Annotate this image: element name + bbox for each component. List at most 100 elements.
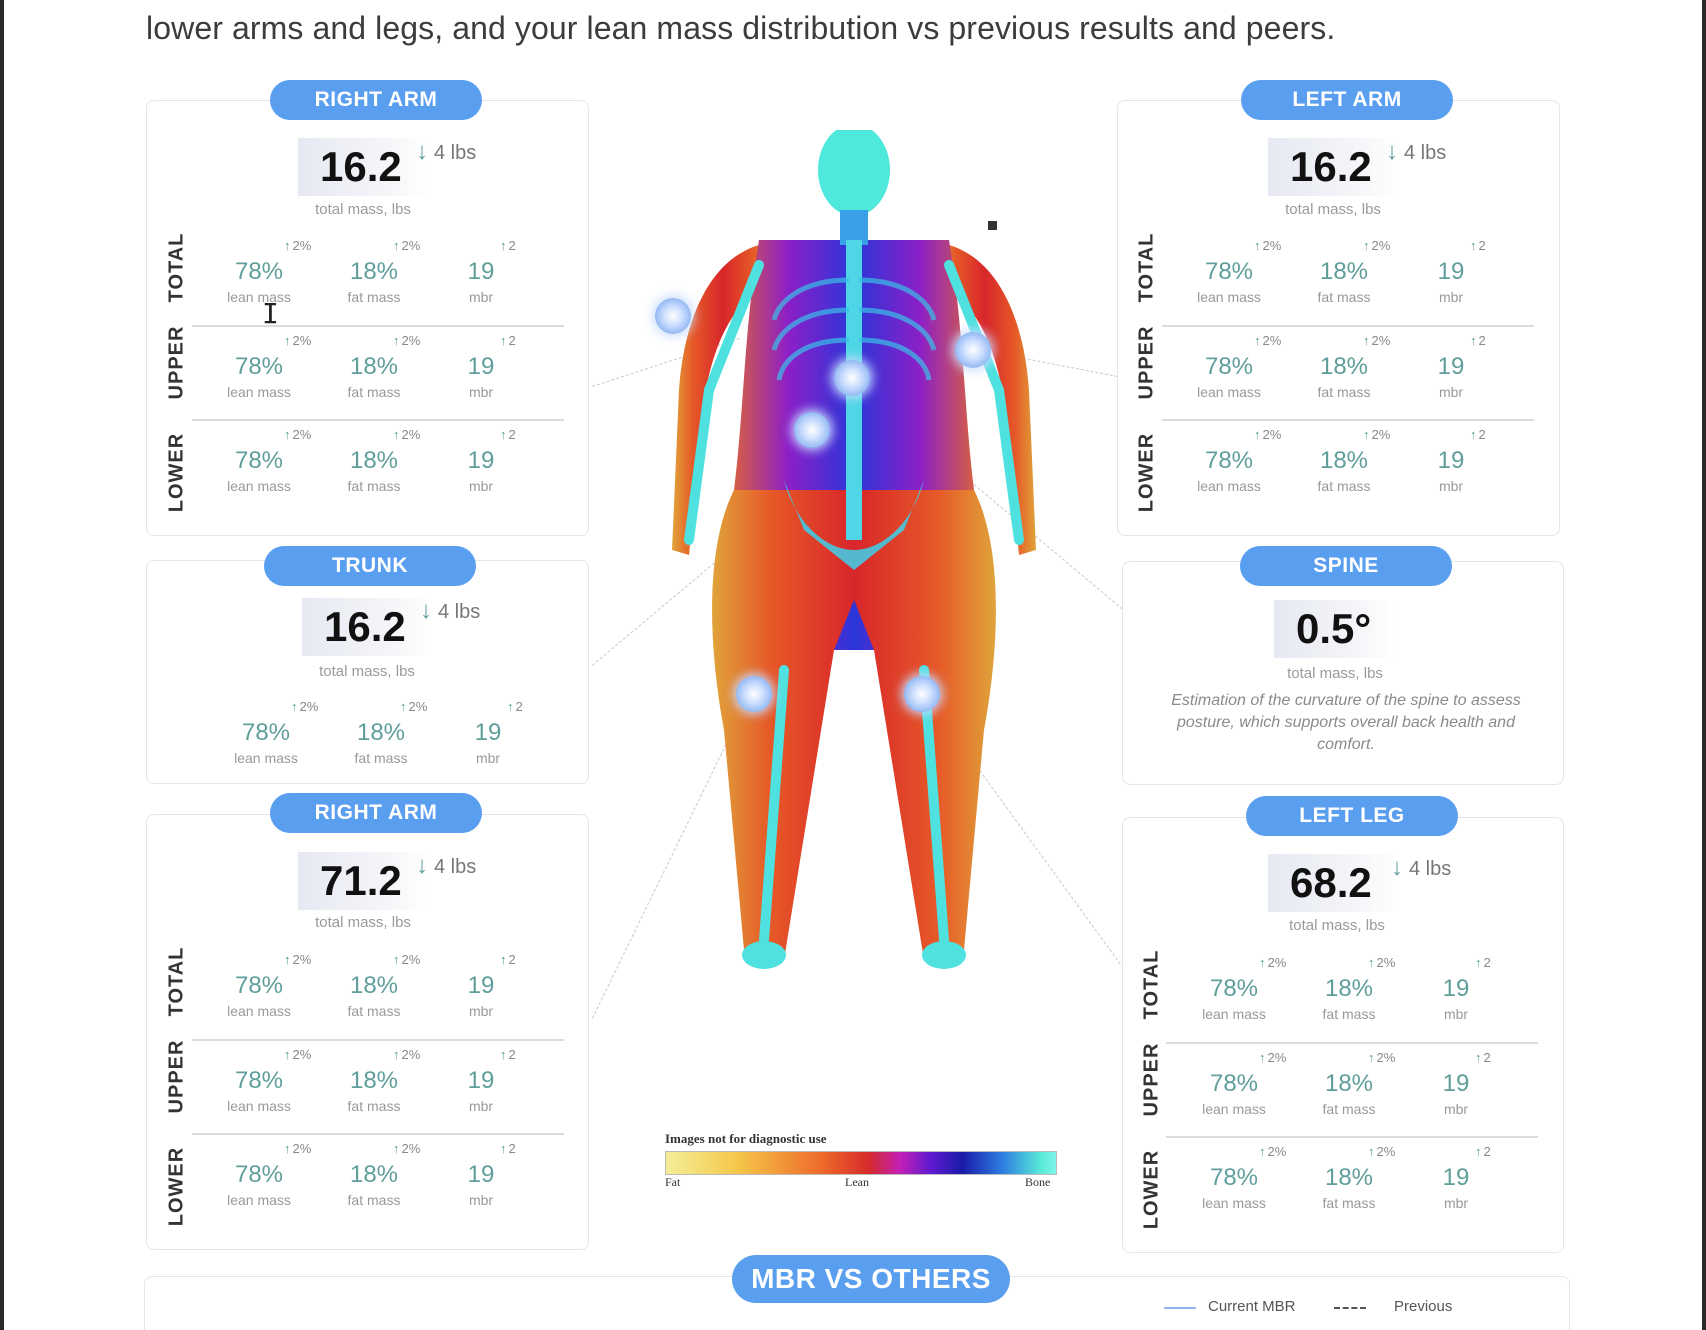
- metric-fat-mass: ↑ 2% 18% fat mass: [354, 699, 428, 766]
- section-label-total: TOTAL: [165, 232, 188, 303]
- legend-current-label: Current MBR: [1208, 1298, 1296, 1315]
- total-mass-value: 16.2: [1268, 138, 1398, 196]
- metric-fat-mass: ↑ 2% 18% fat mass: [347, 238, 421, 305]
- metric-lean-mass: ↑ 2% 78% lean mass: [227, 427, 312, 494]
- row-divider: [192, 1133, 564, 1135]
- mass-caption: total mass, lbs: [1285, 201, 1381, 218]
- body-scan-image: [672, 130, 1036, 969]
- metric-lean-mass: ↑ 2% 78% lean mass: [1202, 955, 1287, 1022]
- row-divider: [192, 1039, 564, 1041]
- metric-mbr: ↑ 2 19 mbr: [467, 238, 516, 305]
- row-divider: [192, 419, 564, 421]
- metric-mbr: ↑ 2 19 mbr: [1437, 427, 1486, 494]
- metric-mbr: ↑ 2 19 mbr: [467, 333, 516, 400]
- marker-trunk[interactable]: [794, 412, 830, 448]
- metric-fat-mass: ↑ 2% 18% fat mass: [347, 952, 421, 1019]
- scan-legend-bar: [665, 1151, 1057, 1175]
- row-divider: [1162, 419, 1534, 421]
- scan-legend-caption: Images not for diagnostic use: [665, 1131, 827, 1146]
- card-trunk: [146, 560, 589, 784]
- spine-description: Estimation of the curvature of the spine…: [1171, 692, 1521, 753]
- section-label-total: TOTAL: [1135, 232, 1158, 303]
- section-label-upper: UPPER: [1140, 1042, 1163, 1117]
- scan-legend-bone: Bone: [1025, 1175, 1051, 1189]
- metric-fat-mass: ↑ 2% 18% fat mass: [347, 333, 421, 400]
- mass-delta: ↓ 4 lbs: [416, 852, 477, 879]
- metric-lean-mass: ↑ 2% 78% lean mass: [1197, 427, 1282, 494]
- report-page: lower arms and legs, and your lean mass …: [4, 0, 1702, 1330]
- metric-lean-mass: ↑ 2% 78% lean mass: [1202, 1050, 1287, 1117]
- mass-delta: ↓ 4 lbs: [416, 138, 477, 165]
- mass-caption: total mass, lbs: [319, 663, 415, 680]
- metric-fat-mass: ↑ 2% 18% fat mass: [1317, 333, 1391, 400]
- scan-legend-fat: Fat: [665, 1175, 681, 1189]
- scan-legend-lean: Lean: [845, 1175, 869, 1189]
- metric-lean-mass: ↑ 2% 78% lean mass: [227, 1047, 312, 1114]
- metric-lean-mass: ↑ 2% 78% lean mass: [227, 952, 312, 1019]
- card-spine: [1122, 561, 1564, 785]
- row-divider: [1162, 325, 1534, 327]
- metric-fat-mass: ↑ 2% 18% fat mass: [347, 1047, 421, 1114]
- card-title-trunk: TRUNK: [264, 546, 476, 586]
- mass-delta: ↓ 4 lbs: [1391, 854, 1452, 881]
- mbr-section-title: MBR VS OTHERS: [732, 1255, 1010, 1303]
- mass-caption: total mass, lbs: [315, 201, 411, 218]
- metric-mbr: ↑ 2 19 mbr: [474, 699, 523, 766]
- legend-previous-label: Previous: [1394, 1298, 1453, 1315]
- metric-mbr: ↑ 2 19 mbr: [1437, 333, 1486, 400]
- metric-mbr: ↑ 2 19 mbr: [467, 1141, 516, 1208]
- section-label-total: TOTAL: [165, 946, 188, 1017]
- marker-left-arm[interactable]: [955, 332, 991, 368]
- metric-mbr: ↑ 2 19 mbr: [1442, 1144, 1491, 1211]
- legend-current-line: [1164, 1307, 1196, 1309]
- mass-delta: ↓ 4 lbs: [1386, 138, 1447, 165]
- card-title-right-arm: RIGHT ARM: [270, 80, 482, 120]
- metric-mbr: ↑ 2 19 mbr: [467, 1047, 516, 1114]
- intro-text: lower arms and legs, and your lean mass …: [146, 10, 1336, 46]
- total-mass-value: 68.2: [1268, 854, 1398, 912]
- section-label-upper: UPPER: [165, 1039, 188, 1114]
- card-title-left-leg: LEFT LEG: [1246, 796, 1458, 836]
- metric-fat-mass: ↑ 2% 18% fat mass: [1322, 1050, 1396, 1117]
- metric-lean-mass: ↑ 2% 78% lean mass: [1197, 238, 1282, 305]
- metric-mbr: ↑ 2 19 mbr: [467, 427, 516, 494]
- metric-mbr: ↑ 2 19 mbr: [1442, 1050, 1491, 1117]
- metric-fat-mass: ↑ 2% 18% fat mass: [347, 1141, 421, 1208]
- mass-delta: ↓ 4 lbs: [420, 597, 481, 624]
- metric-fat-mass: ↑ 2% 18% fat mass: [1317, 238, 1391, 305]
- mass-caption: total mass, lbs: [1289, 917, 1385, 934]
- metric-lean-mass: ↑ 2% 78% lean mass: [227, 1141, 312, 1208]
- card-title-right-arm-2: RIGHT ARM: [270, 793, 482, 833]
- text-cursor-icon: I: [262, 297, 279, 330]
- marker-right-leg[interactable]: [736, 676, 772, 712]
- metric-lean-mass: ↑ 2% 78% lean mass: [1202, 1144, 1287, 1211]
- row-divider: [1166, 1042, 1538, 1044]
- marker-spine[interactable]: [834, 360, 870, 396]
- metric-lean-mass: ↑ 2% 78% lean mass: [234, 699, 319, 766]
- metric-lean-mass: ↑ 2% 78% lean mass: [227, 238, 312, 305]
- total-mass-value: 71.2: [298, 852, 428, 910]
- section-label-lower: LOWER: [1140, 1149, 1163, 1230]
- metric-lean-mass: ↑ 2% 78% lean mass: [227, 333, 312, 400]
- card-title-left-arm: LEFT ARM: [1241, 80, 1453, 120]
- section-label-upper: UPPER: [165, 325, 188, 400]
- row-divider: [192, 325, 564, 327]
- legend-previous-line: [1334, 1307, 1366, 1309]
- total-mass-value: 16.2: [298, 138, 428, 196]
- mass-caption: total mass, lbs: [315, 914, 411, 931]
- metric-fat-mass: ↑ 2% 18% fat mass: [347, 427, 421, 494]
- mass-caption: total mass, lbs: [1287, 665, 1383, 682]
- section-label-lower: LOWER: [165, 432, 188, 513]
- metric-fat-mass: ↑ 2% 18% fat mass: [1322, 955, 1396, 1022]
- section-label-lower: LOWER: [165, 1146, 188, 1227]
- metric-mbr: ↑ 2 19 mbr: [1442, 955, 1491, 1022]
- section-label-upper: UPPER: [1135, 325, 1158, 400]
- marker-left-leg[interactable]: [904, 676, 940, 712]
- metric-lean-mass: ↑ 2% 78% lean mass: [1197, 333, 1282, 400]
- row-divider: [1166, 1136, 1538, 1138]
- metric-fat-mass: ↑ 2% 18% fat mass: [1322, 1144, 1396, 1211]
- marker-right-arm[interactable]: [655, 298, 691, 334]
- metric-mbr: ↑ 2 19 mbr: [1437, 238, 1486, 305]
- total-mass-value: 16.2: [302, 598, 432, 656]
- section-label-lower: LOWER: [1135, 432, 1158, 513]
